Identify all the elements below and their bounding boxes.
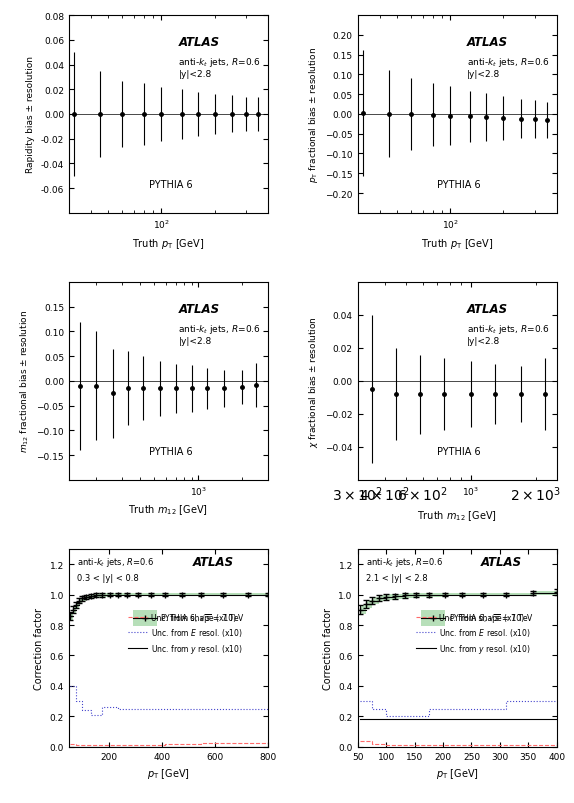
Text: ATLAS: ATLAS [481,555,522,569]
Text: PYTHIA 6, $\sqrt{s}$ = 7 TeV: PYTHIA 6, $\sqrt{s}$ = 7 TeV [449,612,534,625]
Legend: Unc. from shape (x10), Unc. from $E$ resol. (x10), Unc. from $y$ resol. (x10): Unc. from shape (x10), Unc. from $E$ res… [125,610,246,658]
Text: anti-$k_t$ jets, $R$=0.6
|y|<2.8: anti-$k_t$ jets, $R$=0.6 |y|<2.8 [467,322,550,345]
X-axis label: Truth $m_{12}$ [GeV]: Truth $m_{12}$ [GeV] [129,503,208,517]
Y-axis label: Correction factor: Correction factor [34,607,44,689]
Text: PYTHIA 6: PYTHIA 6 [149,446,192,456]
Text: 0.3 < |y| < 0.8: 0.3 < |y| < 0.8 [77,573,138,582]
Bar [421,610,445,626]
Text: anti-$k_t$ jets, $R$=0.6: anti-$k_t$ jets, $R$=0.6 [77,555,154,569]
Y-axis label: $m_{12}$ fractional bias ± resolution: $m_{12}$ fractional bias ± resolution [18,310,31,453]
Text: PYTHIA 6: PYTHIA 6 [149,180,192,190]
Text: ATLAS: ATLAS [179,303,219,316]
Text: PYTHIA 6: PYTHIA 6 [437,446,481,456]
Y-axis label: Correction factor: Correction factor [323,607,333,689]
Text: anti-$k_t$ jets, $R$=0.6
|y|<2.8: anti-$k_t$ jets, $R$=0.6 |y|<2.8 [179,55,261,79]
X-axis label: Truth $m_{12}$ [GeV]: Truth $m_{12}$ [GeV] [417,509,497,523]
Legend: Unc. from shape (x10), Unc. from $E$ resol. (x10), Unc. from $y$ resol. (x10): Unc. from shape (x10), Unc. from $E$ res… [413,610,534,658]
Bar [133,610,157,626]
Text: ATLAS: ATLAS [467,303,509,316]
X-axis label: Truth $p_{\mathrm{T}}$ [GeV]: Truth $p_{\mathrm{T}}$ [GeV] [421,236,493,251]
X-axis label: Truth $p_{\mathrm{T}}$ [GeV]: Truth $p_{\mathrm{T}}$ [GeV] [133,236,204,251]
Text: 2.1 < |y| < 2.8: 2.1 < |y| < 2.8 [366,573,427,582]
Text: ATLAS: ATLAS [192,555,234,569]
Text: ATLAS: ATLAS [467,36,509,49]
Y-axis label: Rapidity bias ± resolution: Rapidity bias ± resolution [26,56,35,173]
Text: ATLAS: ATLAS [179,36,219,49]
Text: PYTHIA 6, $\sqrt{s}$ = 7 TeV: PYTHIA 6, $\sqrt{s}$ = 7 TeV [161,612,246,625]
Y-axis label: $\chi$ fractional bias ± resolution: $\chi$ fractional bias ± resolution [307,316,320,447]
Text: anti-$k_t$ jets, $R$=0.6
|y|<2.8: anti-$k_t$ jets, $R$=0.6 |y|<2.8 [179,322,261,345]
Text: PYTHIA 6: PYTHIA 6 [437,180,481,190]
X-axis label: $p_{\mathrm{T}}$ [GeV]: $p_{\mathrm{T}}$ [GeV] [436,766,479,781]
Text: anti-$k_t$ jets, $R$=0.6: anti-$k_t$ jets, $R$=0.6 [366,555,443,569]
X-axis label: $p_{\mathrm{T}}$ [GeV]: $p_{\mathrm{T}}$ [GeV] [147,766,190,781]
Text: anti-$k_t$ jets, $R$=0.6
|y|<2.8: anti-$k_t$ jets, $R$=0.6 |y|<2.8 [467,55,550,79]
Y-axis label: $p_{\mathrm{T}}$ fractional bias ± resolution: $p_{\mathrm{T}}$ fractional bias ± resol… [307,47,320,183]
